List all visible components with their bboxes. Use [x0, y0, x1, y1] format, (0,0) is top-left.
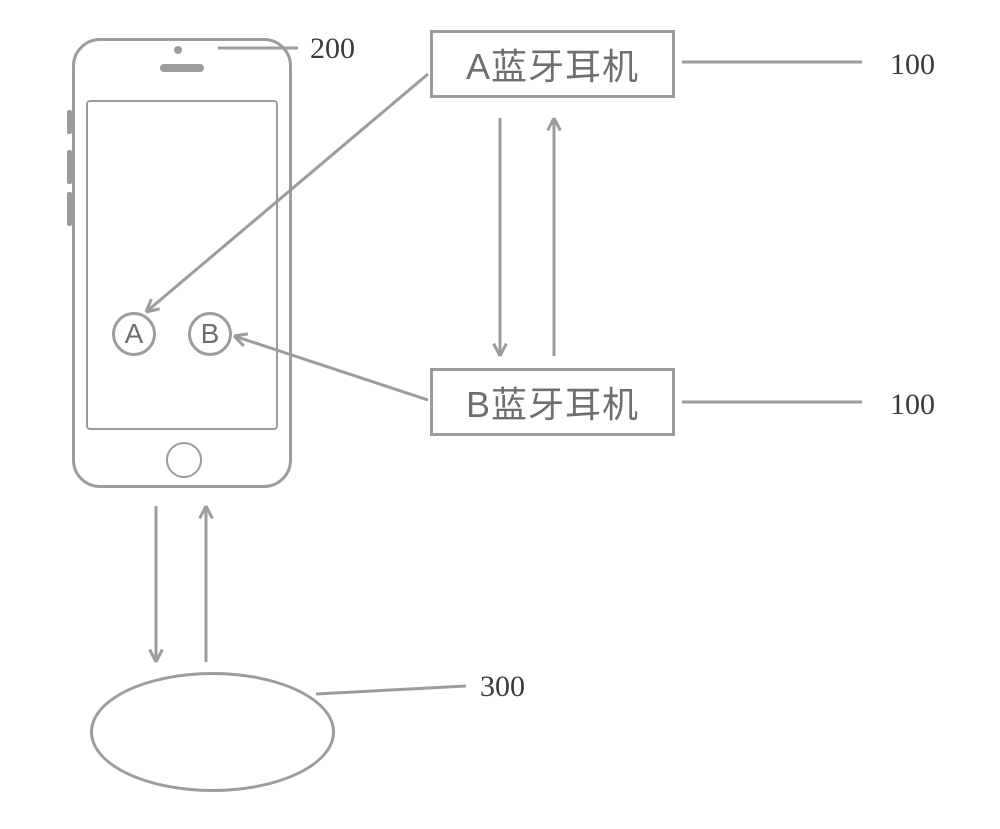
phone-side-button — [67, 192, 72, 226]
circle-letter-b: B — [188, 312, 232, 356]
phone-home-button — [166, 442, 202, 478]
ref-label: 200 — [310, 32, 355, 66]
phone-camera-dot — [174, 46, 182, 54]
cloud-ellipse — [90, 672, 335, 792]
box-a: A蓝牙耳机 — [430, 30, 675, 98]
phone-side-button — [67, 110, 72, 134]
circle-letter-a: A — [112, 312, 156, 356]
phone-side-button — [67, 150, 72, 184]
diagram-canvas: AB A蓝牙耳机 B蓝牙耳机 200 100 100 300 — [0, 0, 1000, 829]
ref-label: 300 — [480, 670, 525, 704]
phone-earpiece — [160, 64, 204, 72]
box-b: B蓝牙耳机 — [430, 368, 675, 436]
ref-label: 100 — [890, 48, 935, 82]
phone-screen — [86, 100, 278, 430]
ref-label: 100 — [890, 388, 935, 422]
